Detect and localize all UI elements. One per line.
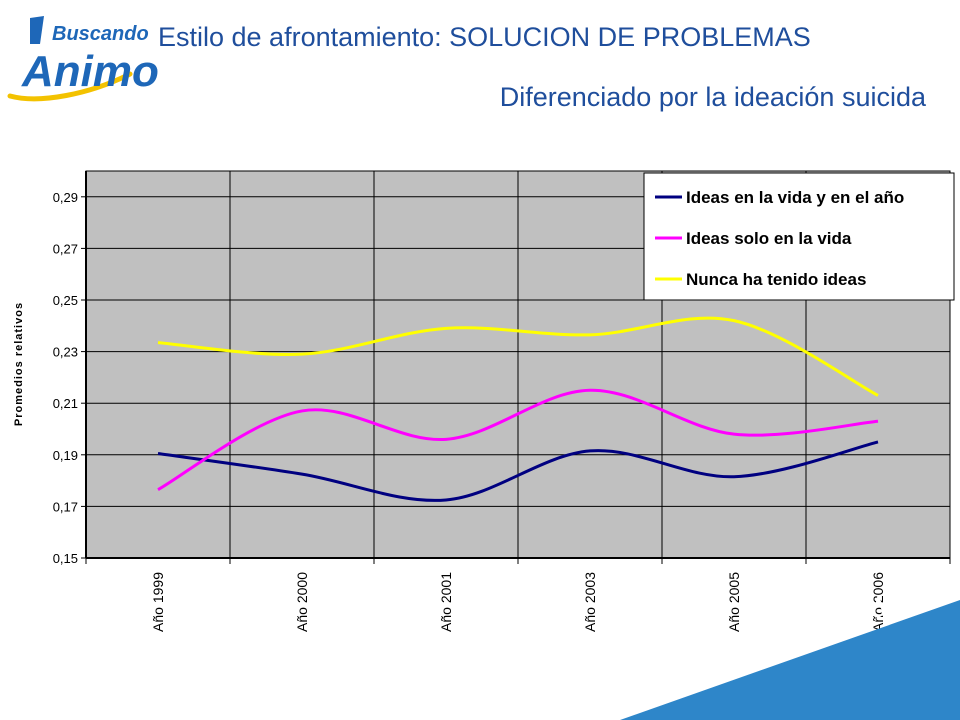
x-tick-label: Año 2001 [438,572,454,632]
y-tick-label: 0,15 [53,551,78,566]
logo-text-main: Animo [21,47,159,96]
y-tick-label: 0,19 [53,448,78,463]
buscando-animo-logo: Buscando Animo [7,16,159,102]
page-title: Estilo de afrontamiento: SOLUCION DE PRO… [158,22,811,52]
logo-text-top: Buscando [52,23,149,45]
legend-label-3: Nunca ha tenido ideas [686,270,866,289]
legend-label-2: Ideas solo en la vida [686,229,852,248]
x-tick-label: Año 2000 [294,572,310,632]
x-tick-label: Año 1999 [150,572,166,632]
series-line-3 [157,316,879,397]
x-tick-label: Año 2003 [582,572,598,632]
y-tick-label: 0,25 [53,293,78,308]
series-lines [157,316,879,502]
y-tick-labels: 0,15 0,17 0,19 0,21 0,23 0,25 0,27 0,29 [53,190,78,566]
y-tick-label: 0,29 [53,190,78,205]
logo-accent-icon [7,16,133,102]
y-tick-label: 0,17 [53,499,78,514]
series-line-1 [157,440,879,502]
page-subtitle: Diferenciado por la ideación suicida [499,82,926,112]
axes [81,170,951,564]
y-tick-label: 0,27 [53,241,78,256]
x-tick-labels: Año 1999 Año 2000 Año 2001 Año 2003 Año 2005… [150,572,886,632]
x-tick-label: Año 2006 [870,572,886,632]
y-tick-label: 0,21 [53,396,78,411]
x-tick-label: Año 2005 [726,572,742,632]
legend-label-1: Ideas en la vida y en el año [686,188,904,207]
banner-shape [620,600,960,720]
series-line-2 [157,388,879,491]
legend: Ideas en la vida y en el año Ideas solo e… [643,172,955,301]
y-axis-label: Promedios relativos [13,302,25,426]
y-tick-label: 0,23 [53,345,78,360]
